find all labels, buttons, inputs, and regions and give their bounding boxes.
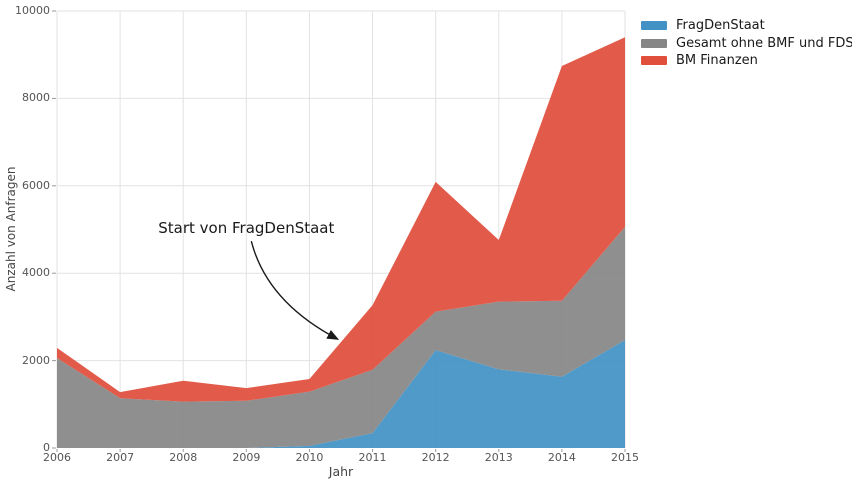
y-axis-label: Anzahl von Anfragen (4, 166, 18, 292)
x-tick-label-2012: 2012 (421, 451, 450, 464)
area-fragdenstaat (57, 340, 625, 448)
y-tick-label-8000: 8000 (22, 91, 50, 105)
y-tick-label-4000: 4000 (22, 266, 50, 280)
x-tick-label-2013: 2013 (484, 451, 513, 464)
x-tick-label-2014: 2014 (547, 451, 576, 464)
y-tick-label-10000: 10000 (15, 4, 50, 17)
y-tick-label-6000: 6000 (22, 178, 50, 192)
legend-item-fragdenstaat: FragDenStaat (641, 18, 852, 34)
y-tick-label-2000: 2000 (22, 353, 50, 367)
x-tick-label-2015: 2015 (611, 451, 639, 464)
legend-label-gesamt-ohne-bmf-und-fds: Gesamt ohne BMF und FDS (676, 35, 852, 51)
area-bm-finanzen (57, 37, 625, 402)
legend-swatch-bm-finanzen (641, 56, 667, 66)
legend-label-bm-finanzen: BM Finanzen (676, 53, 758, 69)
x-tick-label-2006: 2006 (43, 451, 71, 464)
x-tick-label-2011: 2011 (358, 451, 387, 464)
legend-item-bm-finanzen: BM Finanzen (641, 53, 852, 69)
x-axis-label: Jahr (328, 464, 354, 479)
x-tick-label-2007: 2007 (106, 451, 135, 464)
x-tick-label-2009: 2009 (232, 451, 261, 464)
annotation-text: Start von FragDenStaat (158, 219, 335, 238)
legend-swatch-gesamt-ohne-bmf-und-fds (641, 38, 667, 48)
area-gesamt-ohne-bmf-und-fds (57, 226, 625, 448)
y-tick-label-0: 0 (43, 441, 50, 454)
annotation-arrow (250, 241, 340, 340)
legend: FragDenStaat Gesamt ohne BMF und FDS BM Fi… (641, 18, 852, 69)
x-tick-label-2010: 2010 (295, 451, 324, 464)
x-tick-label-2008: 2008 (169, 451, 198, 464)
legend-swatch-fragdenstaat (641, 21, 667, 31)
legend-label-fragdenstaat: FragDenStaat (676, 18, 765, 34)
legend-item-gesamt-ohne-bmf-und-fds: Gesamt ohne BMF und FDS (641, 36, 852, 52)
